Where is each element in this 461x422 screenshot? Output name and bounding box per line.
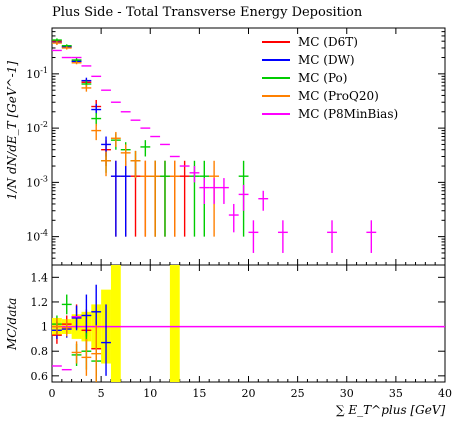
ratio-uncertainty-band — [110, 265, 121, 382]
legend-label: MC (P8MinBias) — [298, 107, 398, 121]
x-tick-label: 30 — [340, 387, 354, 400]
chart-title: Plus Side - Total Transverse Energy Depo… — [52, 5, 363, 20]
top-y-tick-label: 10-4 — [26, 229, 48, 244]
bottom-y-tick-label: 1.2 — [31, 296, 49, 309]
x-tick-label: 5 — [98, 387, 105, 400]
legend-label: MC (ProQ20) — [298, 89, 379, 103]
top-y-tick-label: 10-1 — [26, 66, 48, 81]
x-tick-label: 10 — [143, 387, 157, 400]
legend-label: MC (Po) — [298, 71, 347, 85]
legend-label: MC (DW) — [298, 53, 355, 67]
x-axis-label: ∑ E_T^plus [GeV] — [336, 403, 445, 417]
ratio-uncertainty-band — [169, 265, 180, 382]
top-panel-frame — [51, 27, 446, 266]
top-axes: 10-4 10-3 10-2 10-1 — [26, 28, 446, 266]
x-tick-label: 20 — [242, 387, 256, 400]
x-tick-label: 25 — [291, 387, 305, 400]
x-tick-label: 15 — [192, 387, 206, 400]
x-tick-label: 40 — [438, 387, 452, 400]
bottom-y-tick-label: 0.8 — [31, 345, 49, 358]
bottom-marks — [52, 265, 445, 382]
top-y-tick-label: 10-3 — [26, 174, 48, 189]
top-y-axis-label: 1/N dN/dE_T [GeV^-1] — [5, 61, 19, 200]
top-y-tick-label: 10-2 — [26, 120, 48, 135]
bottom-y-axis-label: MC/data — [5, 298, 19, 351]
legend-label: MC (D6T) — [298, 35, 358, 49]
x-tick-label: 35 — [389, 387, 403, 400]
legend: MC (D6T) MC (DW) MC (Po) MC (ProQ20) MC (P8M… — [262, 35, 398, 121]
x-tick-label: 0 — [49, 387, 56, 400]
bottom-axes: 0 5 10 15 20 25 30 35 40 0.6 0.8 1 1.2 1.4 — [31, 265, 452, 400]
top-marks — [52, 38, 377, 253]
bottom-y-tick-label: 1.4 — [31, 271, 49, 284]
bottom-y-tick-label: 0.6 — [31, 370, 49, 383]
bottom-y-tick-label: 1 — [41, 321, 48, 334]
